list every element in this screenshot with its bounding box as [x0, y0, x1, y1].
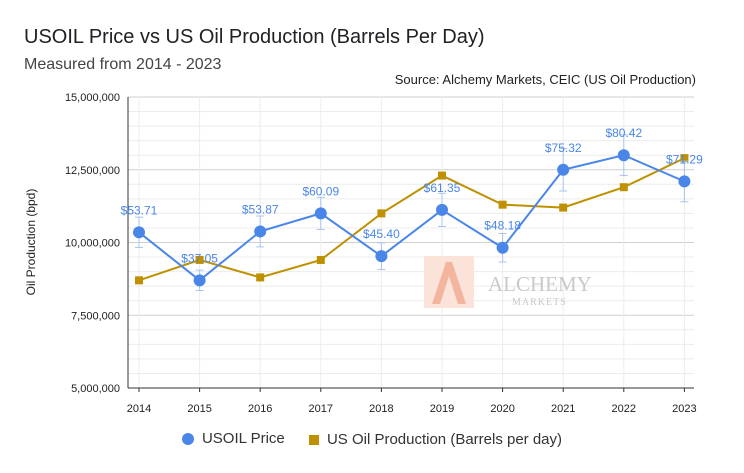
price-data-label: $48.18: [484, 219, 521, 233]
production-point: [438, 171, 446, 180]
axes: [127, 97, 694, 389]
price-point: [496, 241, 509, 254]
y-tick-label: 7,500,000: [71, 310, 120, 322]
price-point: [254, 225, 267, 238]
y-tick-label: 15,000,000: [65, 92, 120, 104]
production-point: [680, 154, 689, 163]
price-point: [133, 226, 145, 239]
legend-item-us-oil-production: US Oil Production (Barrels per day): [308, 431, 563, 448]
y-tick-labels: 5,000,000 7,500,000 10,000,000 12,500,000 15…: [65, 92, 120, 395]
production-point: [135, 276, 143, 285]
watermark-logo-mark: [432, 262, 466, 304]
legend: USOIL Price US Oil Production (Barrels p…: [0, 430, 744, 449]
price-data-label: $60.09: [302, 184, 339, 198]
chart-title: USOIL Price vs US Oil Production (Barrel…: [24, 26, 485, 48]
price-data-label: $80.42: [605, 126, 642, 140]
y-axis-label: Oil Production (bpd): [24, 189, 38, 296]
production-point: [195, 255, 204, 264]
x-tick-label: 2022: [612, 403, 636, 415]
series-layer: [133, 134, 691, 292]
price-point: [678, 175, 691, 188]
production-point: [559, 203, 568, 212]
legend-item-usoil-price: USOIL Price: [181, 430, 285, 447]
y-tick-label: 12,500,000: [65, 165, 120, 177]
production-point: [256, 273, 265, 282]
production-point: [619, 183, 628, 192]
x-tick-label: 2017: [309, 403, 333, 415]
production-point: [498, 200, 507, 209]
price-point: [314, 207, 327, 220]
production-point: [316, 255, 325, 264]
x-tick-labels: 2014 2015 2016 2017 2018 2019 2020 2021 2022 2023: [127, 388, 697, 415]
chart-subtitle: Measured from 2014 - 2023: [24, 56, 222, 73]
watermark-tagline: MARKETS: [512, 297, 567, 308]
x-tick-label: 2018: [369, 403, 393, 415]
source-note: Source: Alchemy Markets, CEIC (US Oil Pr…: [394, 72, 696, 87]
production-point: [377, 209, 386, 218]
legend-label: USOIL Price: [201, 430, 285, 447]
price-data-label: $37.05: [181, 251, 218, 265]
price-point: [375, 250, 388, 263]
price-data-label: $53.87: [242, 202, 279, 216]
x-tick-label: 2015: [187, 403, 211, 415]
x-tick-label: 2014: [127, 403, 151, 415]
price-point: [617, 149, 630, 162]
x-tick-label: 2021: [551, 403, 575, 415]
price-data-label: $61.35: [424, 181, 461, 195]
gridlines: [128, 96, 694, 389]
y-tick-label: 5,000,000: [71, 383, 120, 395]
price-line: [138, 154, 685, 282]
price-data-label: $75.32: [545, 141, 582, 155]
price-point: [193, 274, 206, 287]
production-line: [138, 157, 685, 282]
price-point: [436, 203, 448, 216]
y-tick-label: 10,000,000: [65, 238, 120, 250]
legend-circle-icon: [181, 432, 194, 445]
price-point: [557, 163, 570, 176]
price-data-label: $71.29: [666, 152, 703, 166]
alchemy-watermark: ALCHEMY MARKETS: [424, 256, 592, 308]
price-data-label: $45.40: [363, 227, 400, 241]
legend-label: US Oil Production (Barrels per day): [326, 431, 563, 448]
x-tick-label: 2020: [490, 403, 514, 415]
price-data-label: $53.71: [121, 203, 158, 217]
watermark-brand: ALCHEMY: [488, 272, 592, 296]
x-tick-label: 2019: [430, 403, 454, 415]
data-labels: $53.71 $37.05 $53.87 $60.09 $45.40 $61.35 $48.…: [121, 126, 703, 265]
x-tick-label: 2016: [248, 403, 272, 415]
x-tick-label: 2023: [672, 403, 696, 415]
legend-square-icon: [308, 434, 319, 445]
